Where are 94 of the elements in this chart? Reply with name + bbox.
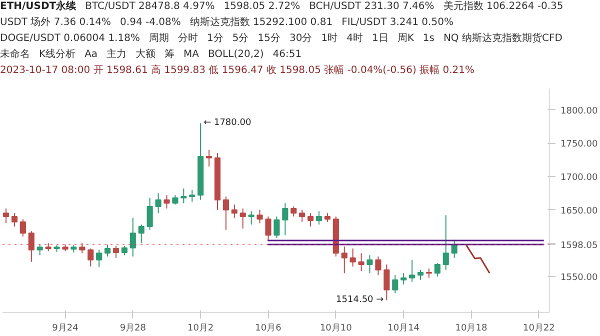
candlestick xyxy=(189,189,196,202)
candlestick xyxy=(375,256,382,276)
candlestick xyxy=(290,206,297,217)
candlestick xyxy=(417,269,424,280)
text: 筹 xyxy=(164,48,175,62)
candlestick xyxy=(400,272,407,285)
candlestick xyxy=(299,209,306,222)
candlestick xyxy=(130,217,136,257)
text: 未命名 xyxy=(0,48,30,62)
text: 4时 xyxy=(346,32,363,46)
y-tick-label: 1750.00 xyxy=(560,140,598,150)
x-tick-label: 9月24 xyxy=(52,324,79,334)
text: 周期 xyxy=(148,32,169,46)
text: 46:51 xyxy=(272,48,302,62)
text: MA xyxy=(184,48,199,62)
candlestick xyxy=(36,244,43,256)
text: 周K xyxy=(397,32,414,46)
candlestick xyxy=(316,210,322,225)
y-tick-label: 1650.00 xyxy=(560,206,598,216)
text: DOGE/USDT 0.06004 1.18% xyxy=(0,32,140,46)
candlestick xyxy=(308,212,314,227)
candlestick xyxy=(392,274,398,294)
text: 1分 xyxy=(206,32,224,46)
candlestick xyxy=(11,212,18,227)
candlestick xyxy=(240,208,246,229)
text: 1s xyxy=(422,32,434,46)
candlestick xyxy=(121,245,128,256)
text: USDT 场外 7.36 0.14% xyxy=(0,16,112,30)
text: 1日 xyxy=(372,32,388,46)
chart-title: ETH/USDT永续 xyxy=(0,0,76,14)
x-tick-label: 10月10 xyxy=(320,324,352,334)
chart-subtitle: 2023-10-17 08:00 开 1598.61 高 1599.83 低 1596.47 收 1598.05 张幅 -0.04%(-0.56) 振幅 0.21% xyxy=(0,64,476,78)
x-tick-label: 10月2 xyxy=(187,324,214,334)
candlestick xyxy=(28,230,34,262)
candlestick xyxy=(112,245,120,258)
candlestick xyxy=(20,218,26,237)
text: 纳斯达克指数 15292.100 0.81 xyxy=(190,16,333,30)
candlestick xyxy=(442,214,449,270)
candlestick xyxy=(274,216,280,238)
candlestick xyxy=(434,262,440,277)
text: BTC/USDT 28478.8 4.97% xyxy=(85,0,215,14)
candlestick xyxy=(426,268,432,278)
candlestick xyxy=(222,196,229,230)
candlestick xyxy=(2,208,10,224)
candlestick xyxy=(231,204,238,218)
candlestick xyxy=(366,254,373,274)
candlestick xyxy=(341,246,348,274)
x-tick-label: 10月22 xyxy=(522,324,555,334)
text: 分时 xyxy=(178,32,198,46)
text: BCH/USDT 231.30 7.46% xyxy=(309,0,434,14)
text: K线分析 xyxy=(39,48,76,62)
candlestick xyxy=(104,244,111,257)
candlestick xyxy=(206,149,212,167)
x-tick-label: 10月6 xyxy=(255,324,282,334)
y-tick-label: 1800.00 xyxy=(560,106,598,116)
text: NQ 纳斯达克指数期货CFD xyxy=(443,32,562,46)
text: 15分 xyxy=(258,32,280,46)
candlestick xyxy=(180,188,187,204)
text: 大额 xyxy=(136,48,156,62)
candlestick xyxy=(79,242,86,254)
text: 30分 xyxy=(289,32,312,46)
candlestick xyxy=(155,192,162,214)
candlestick xyxy=(265,216,272,241)
x-tick-label: 10月18 xyxy=(455,324,488,334)
candlestick xyxy=(282,202,288,236)
candlestick xyxy=(96,249,102,268)
candlestick xyxy=(358,252,364,272)
annotation: 1514.50 → xyxy=(336,295,384,306)
candlestick xyxy=(256,209,263,224)
text: 1时 xyxy=(321,32,338,46)
text: 美元指数 106.2264 -0.35 xyxy=(443,0,564,14)
text: 1598.05 2.72% xyxy=(224,0,300,14)
candlestick xyxy=(248,210,254,225)
text: FIL/USDT 3.241 0.50% xyxy=(342,16,454,30)
annotation: ← 1780.00 xyxy=(204,118,252,128)
text: 0.94 -4.08% xyxy=(120,16,181,30)
ref-line-label: 1598.05 xyxy=(560,240,598,251)
line-series xyxy=(466,244,490,274)
candlestick xyxy=(146,197,153,230)
candlestick xyxy=(384,264,390,301)
candlestick xyxy=(409,259,416,282)
y-tick-label: 1700.00 xyxy=(560,173,598,183)
candlestick xyxy=(164,194,170,209)
y-tick-label: 1550.00 xyxy=(560,273,598,283)
text: 主力 xyxy=(106,48,127,62)
text: Aa xyxy=(84,48,98,62)
x-tick-label: 9月28 xyxy=(120,324,146,334)
candlestick xyxy=(172,194,178,205)
candlestick xyxy=(88,248,94,267)
candlestick xyxy=(138,224,144,244)
text: 5分 xyxy=(232,32,249,46)
text: BOLL(20,2) xyxy=(208,48,264,62)
candlestick xyxy=(350,248,356,267)
x-tick-label: 10月14 xyxy=(388,324,420,334)
